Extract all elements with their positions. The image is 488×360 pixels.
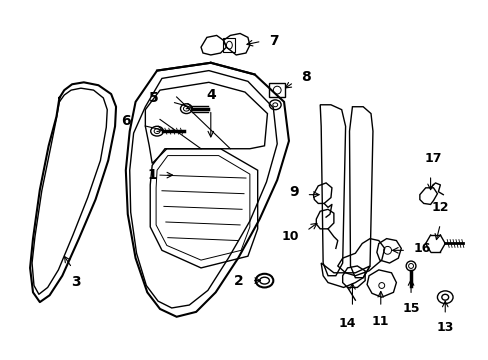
Text: 1: 1 (147, 168, 157, 182)
Text: 2: 2 (234, 274, 244, 288)
Text: 10: 10 (281, 230, 298, 243)
Bar (223, 39, 235, 52)
Text: 3: 3 (71, 275, 81, 289)
Text: 12: 12 (431, 201, 448, 214)
Bar (269, 83, 285, 97)
Text: 6: 6 (121, 114, 130, 129)
Text: 8: 8 (300, 71, 310, 85)
Text: 14: 14 (338, 317, 356, 330)
Text: 4: 4 (205, 88, 215, 102)
Text: 5: 5 (149, 91, 159, 105)
Text: 13: 13 (436, 321, 453, 334)
Text: 7: 7 (269, 34, 279, 48)
Text: 16: 16 (413, 242, 430, 255)
Text: 11: 11 (371, 315, 389, 328)
Text: 15: 15 (402, 302, 419, 315)
Text: 9: 9 (288, 185, 298, 199)
Text: 17: 17 (424, 152, 441, 165)
